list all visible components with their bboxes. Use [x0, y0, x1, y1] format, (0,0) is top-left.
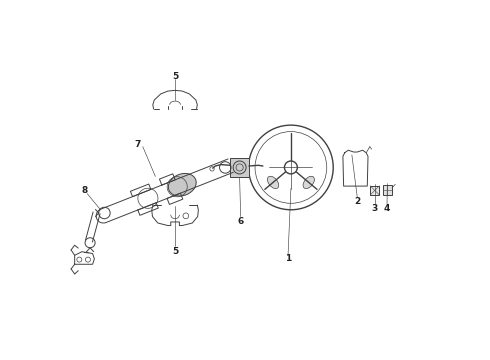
Ellipse shape: [169, 174, 196, 196]
FancyBboxPatch shape: [230, 158, 249, 177]
Text: 8: 8: [81, 186, 88, 195]
Text: 4: 4: [384, 204, 390, 213]
Text: 7: 7: [134, 140, 141, 149]
Ellipse shape: [303, 176, 315, 189]
Text: 6: 6: [238, 217, 244, 226]
FancyBboxPatch shape: [383, 185, 392, 195]
Text: 5: 5: [172, 247, 178, 256]
Text: 3: 3: [372, 204, 378, 213]
Text: 5: 5: [172, 72, 178, 81]
Text: 2: 2: [354, 197, 360, 206]
Ellipse shape: [268, 176, 279, 189]
Text: 1: 1: [285, 255, 291, 264]
FancyBboxPatch shape: [370, 186, 379, 195]
